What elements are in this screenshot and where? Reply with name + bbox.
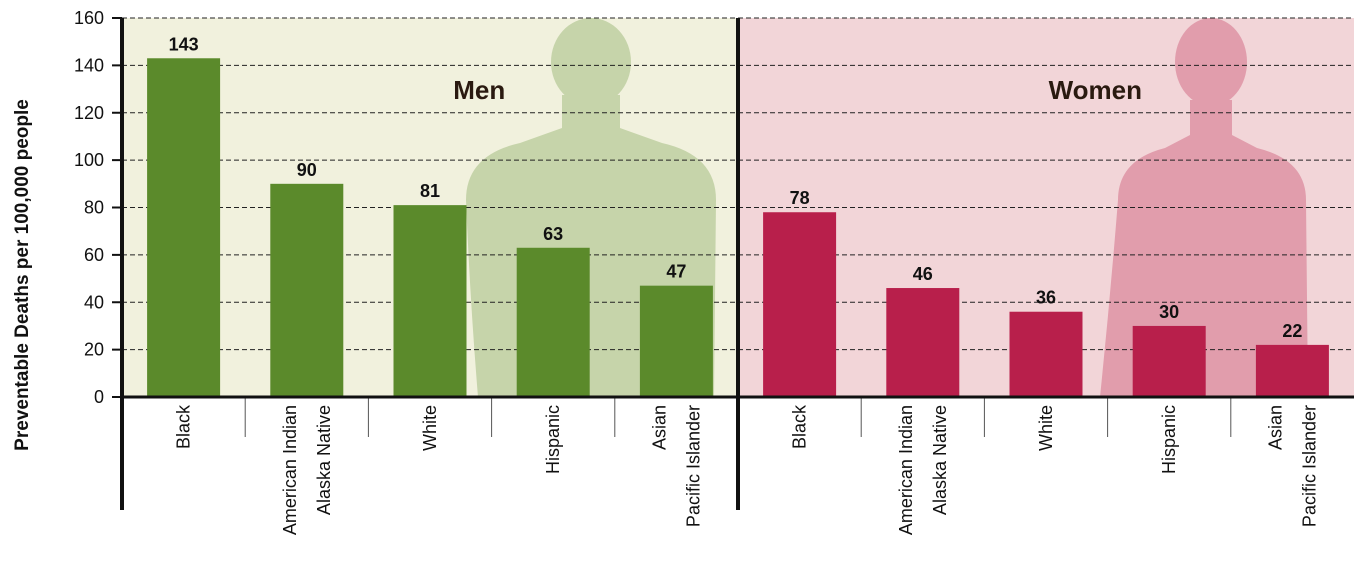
bar — [517, 248, 590, 397]
x-tick-label: Black — [790, 404, 810, 449]
x-tick-label: White — [420, 405, 440, 451]
bar — [886, 288, 959, 397]
value-label: 47 — [666, 262, 686, 282]
y-tick-label: 140 — [74, 55, 104, 75]
value-label: 143 — [169, 34, 199, 54]
value-label: 36 — [1036, 288, 1056, 308]
y-tick-label: 60 — [84, 245, 104, 265]
bar — [1010, 312, 1083, 397]
chart: 0 20 40 60 80 100 120 140 160 Men 143 Black 90 Ameri… — [0, 0, 1354, 561]
value-label: 63 — [543, 224, 563, 244]
value-label: 78 — [790, 188, 810, 208]
y-tick-label: 0 — [94, 387, 104, 407]
y-axis-label: Preventable Deaths per 100,000 people — [12, 99, 33, 451]
value-label: 90 — [297, 160, 317, 180]
bar — [270, 184, 343, 397]
x-tick-label: Hispanic — [1159, 405, 1179, 474]
bar — [763, 212, 836, 397]
bar — [640, 286, 713, 397]
value-label: 30 — [1159, 302, 1179, 322]
panel-title: Women — [1049, 75, 1142, 105]
y-tick-label: 120 — [74, 103, 104, 123]
value-label: 46 — [913, 264, 933, 284]
y-tick-label: 80 — [84, 198, 104, 218]
bar — [394, 205, 467, 397]
bar — [1133, 326, 1206, 397]
bar — [1256, 345, 1329, 397]
x-tick-label: White — [1036, 405, 1056, 451]
value-label: 81 — [420, 181, 440, 201]
bar — [147, 58, 220, 397]
y-tick-label: 40 — [84, 292, 104, 312]
y-tick-label: 100 — [74, 150, 104, 170]
y-tick-label: 20 — [84, 340, 104, 360]
x-tick-label: Hispanic — [543, 405, 563, 474]
panel-title: Men — [453, 75, 505, 105]
value-label: 22 — [1282, 321, 1302, 341]
x-tick-label: Black — [174, 404, 194, 449]
y-tick-label: 160 — [74, 8, 104, 28]
